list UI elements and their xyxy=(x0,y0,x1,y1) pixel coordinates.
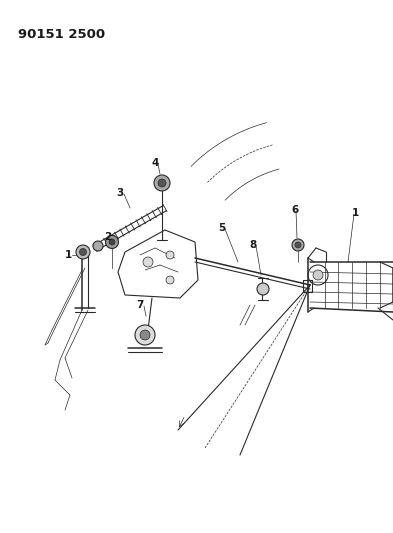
Circle shape xyxy=(154,175,170,191)
Circle shape xyxy=(257,283,269,295)
Text: 8: 8 xyxy=(250,240,257,250)
Circle shape xyxy=(292,239,304,251)
Circle shape xyxy=(313,270,323,280)
Text: 1: 1 xyxy=(351,208,359,218)
Text: 90151 2500: 90151 2500 xyxy=(18,28,105,41)
Text: 3: 3 xyxy=(116,188,124,198)
Text: 1: 1 xyxy=(64,250,72,260)
Circle shape xyxy=(79,248,86,255)
Circle shape xyxy=(140,330,150,340)
Circle shape xyxy=(158,179,166,187)
Circle shape xyxy=(105,236,119,248)
Circle shape xyxy=(135,325,155,345)
Text: 6: 6 xyxy=(291,205,299,215)
Circle shape xyxy=(93,241,103,251)
Circle shape xyxy=(166,276,174,284)
Text: 7: 7 xyxy=(136,300,144,310)
Text: 4: 4 xyxy=(151,158,159,168)
Text: 5: 5 xyxy=(219,223,226,233)
Circle shape xyxy=(295,242,301,248)
Circle shape xyxy=(143,257,153,267)
Text: 2: 2 xyxy=(105,232,112,242)
Circle shape xyxy=(109,239,115,245)
Circle shape xyxy=(166,251,174,259)
Circle shape xyxy=(76,245,90,259)
